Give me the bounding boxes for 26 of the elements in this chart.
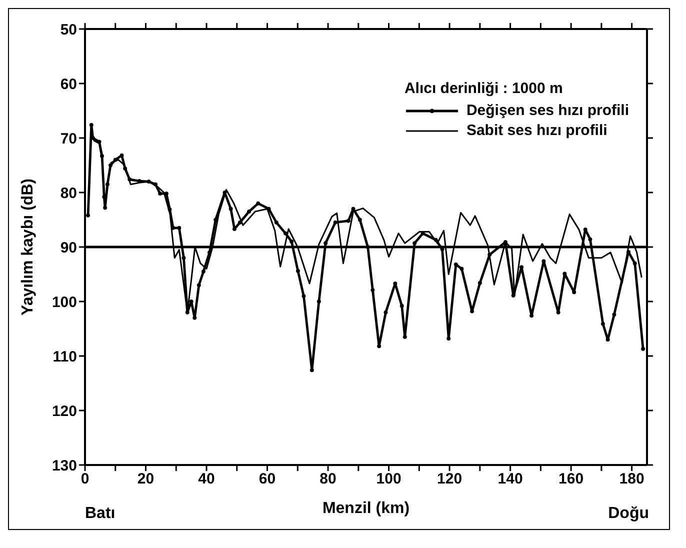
x-tick-label: 180 <box>619 470 644 488</box>
legend-label: Sabit ses hızı profili <box>466 121 608 141</box>
x-tick-label: 160 <box>558 470 584 488</box>
y-axis-title: Yayılım kaybı (dB) <box>20 178 37 316</box>
y-tick-label: 130 <box>52 457 77 474</box>
y-tick-label: 80 <box>60 184 77 202</box>
y-tick-label: 50 <box>60 21 77 38</box>
y-tick-label: 100 <box>52 294 77 311</box>
y-tick-label: 70 <box>60 130 77 148</box>
x-tick-label: 80 <box>320 470 336 488</box>
legend-title: Alıcı derinliği : 1000 m <box>404 79 564 99</box>
x-tick-label: 140 <box>498 470 523 488</box>
x-tick-label: 60 <box>258 470 276 488</box>
x-axis-title: Menzil (km) <box>322 500 410 517</box>
text: Batı <box>85 505 116 523</box>
y-tick-label: 60 <box>60 76 77 93</box>
legend-label: Değişen ses hızı profili <box>466 101 629 121</box>
x-tick-label: 0 <box>80 470 90 488</box>
text: Doğu <box>608 505 649 523</box>
x-tick-label: 40 <box>198 470 215 488</box>
y-tick-label: 90 <box>60 239 77 256</box>
y-tick-label: 120 <box>52 402 77 420</box>
x-tick-label: 20 <box>137 470 154 488</box>
x-tick-label: 120 <box>437 470 462 488</box>
y-tick-label: 110 <box>52 348 77 366</box>
x-tick-label: 100 <box>376 470 402 488</box>
